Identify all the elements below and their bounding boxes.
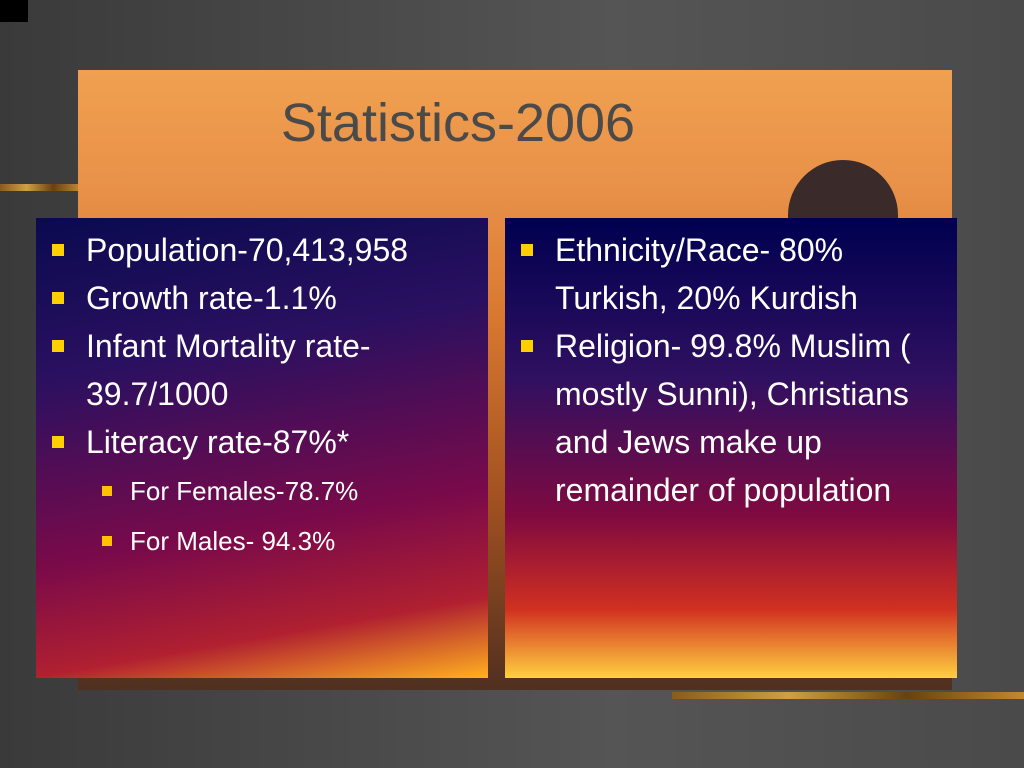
bullet-list: Population-70,413,958 Growth rate-1.1% Inf… [48,226,472,566]
bullet-item: Literacy rate-87%* [48,418,472,466]
stripe [672,692,1024,699]
corner [0,0,28,22]
right-box: Ethnicity/Race- 80% Turkish, 20% Kurdish… [505,218,957,678]
left-box: Population-70,413,958 Growth rate-1.1% Inf… [36,218,488,678]
bullet-list: Ethnicity/Race- 80% Turkish, 20% Kurdish… [517,226,941,514]
bullet-item: Infant Mortality rate-39.7/1000 [48,322,472,418]
bullet-item: Growth rate-1.1% [48,274,472,322]
sub-bullet-item: For Females-78.7% [48,466,472,516]
slide-title: Statistics-2006 [280,93,636,153]
bullet-item: Population-70,413,958 [48,226,472,274]
stripe [0,184,80,191]
bullet-item: Religion- 99.8% Muslim ( mostly Sunni), … [517,322,941,514]
sub-bullet-item: For Males- 94.3% [48,516,472,566]
bullet-item: Ethnicity/Race- 80% Turkish, 20% Kurdish [517,226,941,322]
